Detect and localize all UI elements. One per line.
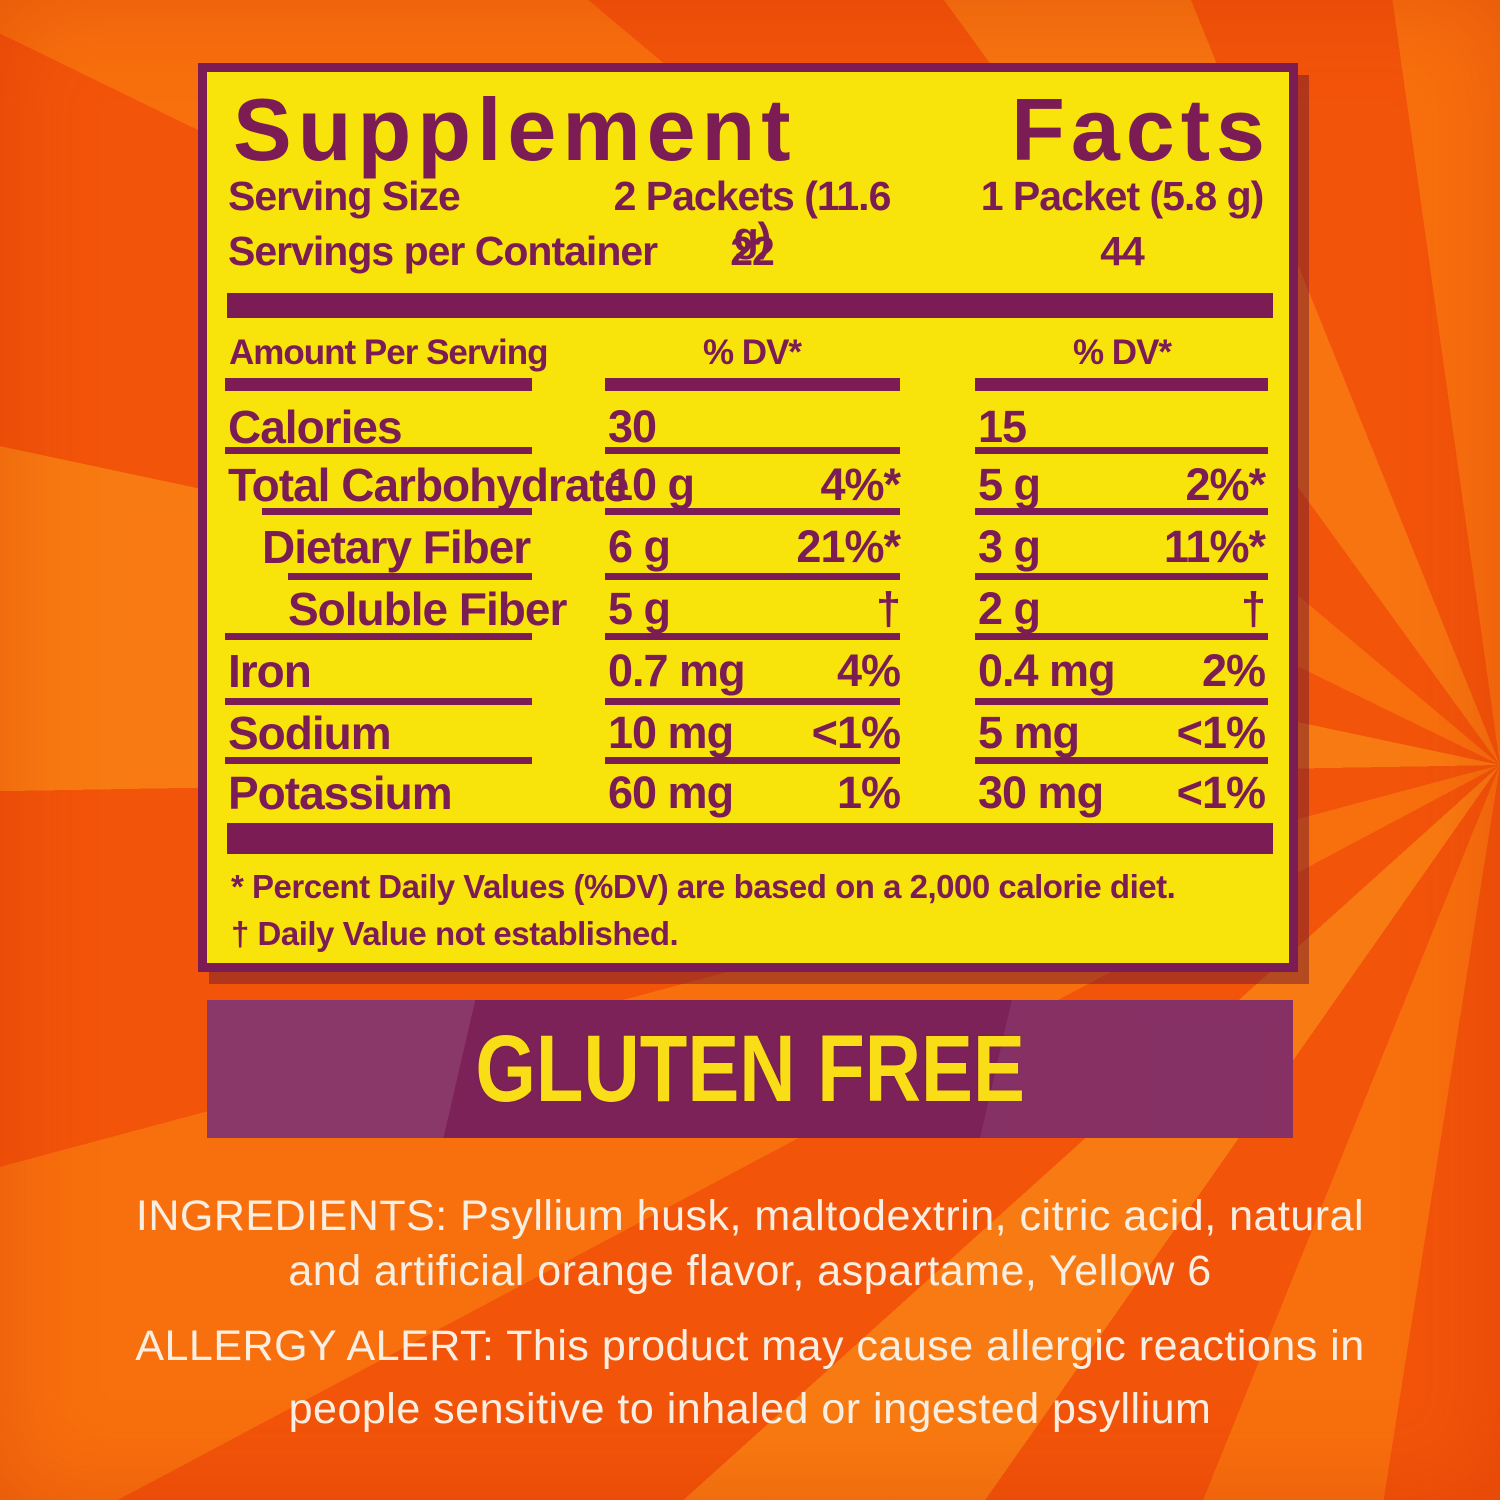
nutrient-amount: 0.7 mg — [608, 645, 746, 696]
header-rule-col2 — [605, 378, 900, 391]
nutrient-amount: 15 — [978, 401, 1027, 452]
row-rule — [975, 573, 1268, 580]
row-rule — [225, 447, 532, 454]
gluten-free-banner: GLUTEN FREE — [207, 1000, 1293, 1138]
supplement-facts-panel: Supplement Facts Serving Size 2 Packets … — [198, 63, 1298, 972]
row-rule — [975, 698, 1268, 705]
row-rule — [225, 698, 532, 705]
serving-size-2packets: 2 Packets (11.6 g) — [613, 173, 892, 260]
nutrient-dv: 11%* — [1163, 521, 1266, 572]
thick-divider-top — [227, 293, 1273, 318]
nutrient-dv: <1% — [1176, 707, 1266, 758]
nutrient-dv: 2% — [1201, 645, 1266, 696]
row-rule — [975, 757, 1268, 764]
nutrient-label: Sodium — [228, 707, 392, 759]
nutrient-amount: 3 g — [978, 521, 1041, 572]
row-rule — [605, 447, 900, 454]
row-rule — [975, 447, 1268, 454]
serving-size-1packet: 1 Packet (5.8 g) — [980, 173, 1265, 219]
gluten-free-text: GLUTEN FREE — [475, 1015, 1025, 1122]
nutrient-amount: 2 g — [978, 583, 1041, 634]
row-rule — [975, 508, 1268, 515]
nutrient-dv: <1% — [811, 707, 901, 758]
header-rule-col3 — [975, 378, 1268, 391]
nutrient-dv: † — [875, 583, 901, 634]
ingredients-line-1: INGREDIENTS: Psyllium husk, maltodextrin… — [135, 1192, 1365, 1240]
nutrient-dv: 4%* — [820, 459, 901, 510]
nutrient-amount: 5 g — [978, 459, 1041, 510]
nutrient-amount: 60 mg — [608, 767, 734, 818]
row-rule — [225, 633, 532, 640]
row-rule — [605, 573, 900, 580]
dv-header-col3: % DV* — [1072, 333, 1172, 372]
thick-divider-bottom — [227, 823, 1273, 854]
nutrient-amount: 10 mg — [608, 707, 734, 758]
nutrient-amount: 5 mg — [978, 707, 1080, 758]
servings-per-container-label: Servings per Container — [228, 228, 658, 274]
nutrient-dv: <1% — [1176, 767, 1266, 818]
dv-header-col2: % DV* — [702, 333, 802, 372]
nutrient-amount: 10 g — [608, 459, 695, 510]
serving-size-label: Serving Size — [228, 173, 461, 219]
nutrient-dv: † — [1240, 583, 1266, 634]
nutrient-label: Soluble Fiber — [288, 583, 567, 635]
row-rule — [605, 508, 900, 515]
panel-title: Supplement Facts — [233, 80, 1271, 179]
amount-per-serving-header: Amount Per Serving — [229, 333, 548, 372]
servings-count-col2: 22 — [730, 228, 775, 274]
nutrient-dv: 4% — [836, 645, 901, 696]
row-rule — [605, 633, 900, 640]
nutrient-label: Calories — [228, 401, 403, 453]
nutrient-label: Total Carbohydrate — [228, 459, 629, 511]
footnote-percent-dv: * Percent Daily Values (%DV) are based o… — [231, 868, 1176, 905]
nutrient-label: Iron — [228, 645, 312, 697]
footnote-daily-value: † Daily Value not established. — [231, 915, 679, 952]
nutrient-amount: 30 mg — [978, 767, 1104, 818]
row-rule — [225, 757, 532, 764]
ingredients-line-2: and artificial orange flavor, aspartame,… — [288, 1247, 1212, 1295]
row-rule — [605, 757, 900, 764]
header-rule-col1 — [225, 378, 532, 391]
row-rule — [605, 698, 900, 705]
nutrient-amount: 6 g — [608, 521, 671, 572]
row-rule — [262, 508, 532, 515]
nutrient-amount: 5 g — [608, 583, 671, 634]
nutrient-amount: 0.4 mg — [978, 645, 1116, 696]
servings-count-col3: 44 — [1100, 228, 1145, 274]
allergy-alert-line-2: people sensitive to inhaled or ingested … — [288, 1385, 1212, 1433]
nutrient-dv: 2%* — [1185, 459, 1266, 510]
nutrient-dv: 1% — [836, 767, 901, 818]
nutrient-label: Dietary Fiber — [262, 521, 531, 573]
nutrient-amount: 30 — [608, 401, 657, 452]
row-rule — [288, 573, 532, 580]
row-rule — [975, 633, 1268, 640]
allergy-alert-line-1: ALLERGY ALERT: This product may cause al… — [135, 1322, 1365, 1370]
nutrient-label: Potassium — [228, 767, 453, 819]
nutrient-dv: 21%* — [796, 521, 901, 572]
